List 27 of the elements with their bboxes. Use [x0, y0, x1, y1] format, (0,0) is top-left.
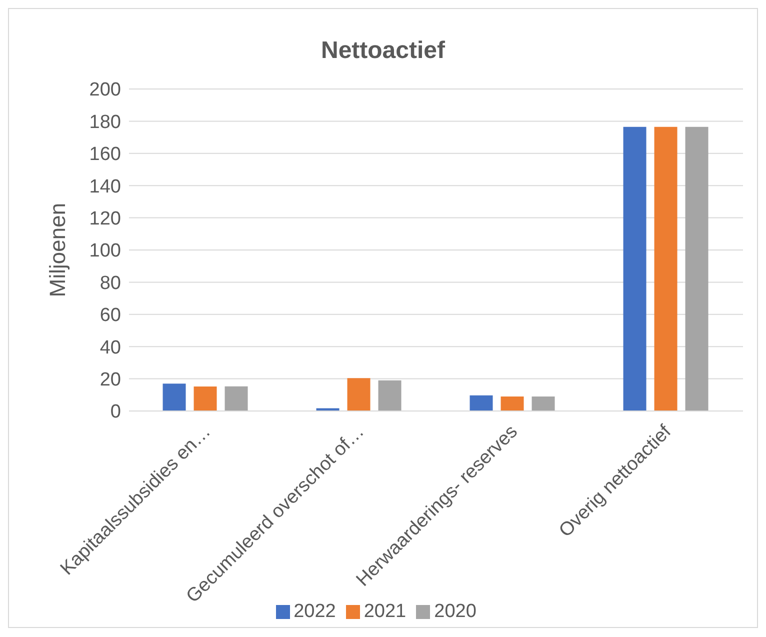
- y-tick-label: 100: [89, 240, 121, 262]
- bar: [347, 378, 370, 411]
- y-tick-label: 120: [89, 208, 121, 230]
- bar: [500, 396, 524, 411]
- y-tick-label: 180: [89, 112, 121, 133]
- bar: [654, 126, 678, 411]
- bar: [162, 384, 186, 411]
- y-tick-label: 140: [89, 176, 121, 198]
- y-tick-label: 80: [100, 272, 121, 294]
- chart-title: Nettoactief: [320, 37, 446, 66]
- y-tick-label: 160: [89, 144, 121, 166]
- bar: [685, 126, 708, 411]
- bar: [378, 380, 402, 411]
- bar: [532, 396, 555, 411]
- legend-label: 2022: [294, 601, 336, 622]
- bar: [623, 126, 646, 411]
- legend-label: 2020: [434, 601, 476, 622]
- bar: [470, 395, 493, 411]
- y-tick-label: 40: [100, 337, 121, 358]
- y-axis-title: Miljoenen: [44, 202, 70, 298]
- bar: [194, 386, 217, 411]
- y-tick-label: 60: [100, 305, 121, 326]
- bar: [224, 386, 248, 411]
- legend-label: 2021: [364, 601, 406, 622]
- y-tick-label: 0: [110, 402, 121, 423]
- y-tick-label: 200: [89, 80, 121, 101]
- y-tick-label: 20: [100, 370, 121, 391]
